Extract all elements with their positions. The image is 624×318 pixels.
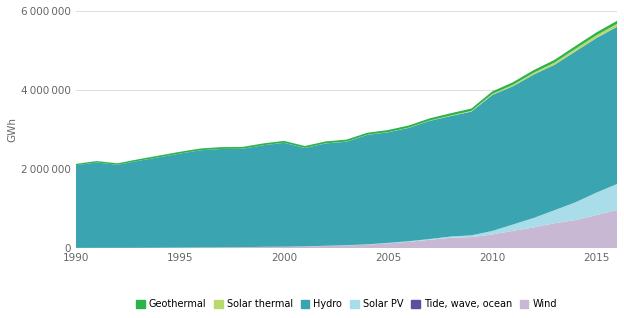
Legend: Geothermal, Solar thermal, Hydro, Solar PV, Tide, wave, ocean, Wind: Geothermal, Solar thermal, Hydro, Solar …: [132, 295, 560, 313]
Y-axis label: GWh: GWh: [7, 117, 17, 142]
